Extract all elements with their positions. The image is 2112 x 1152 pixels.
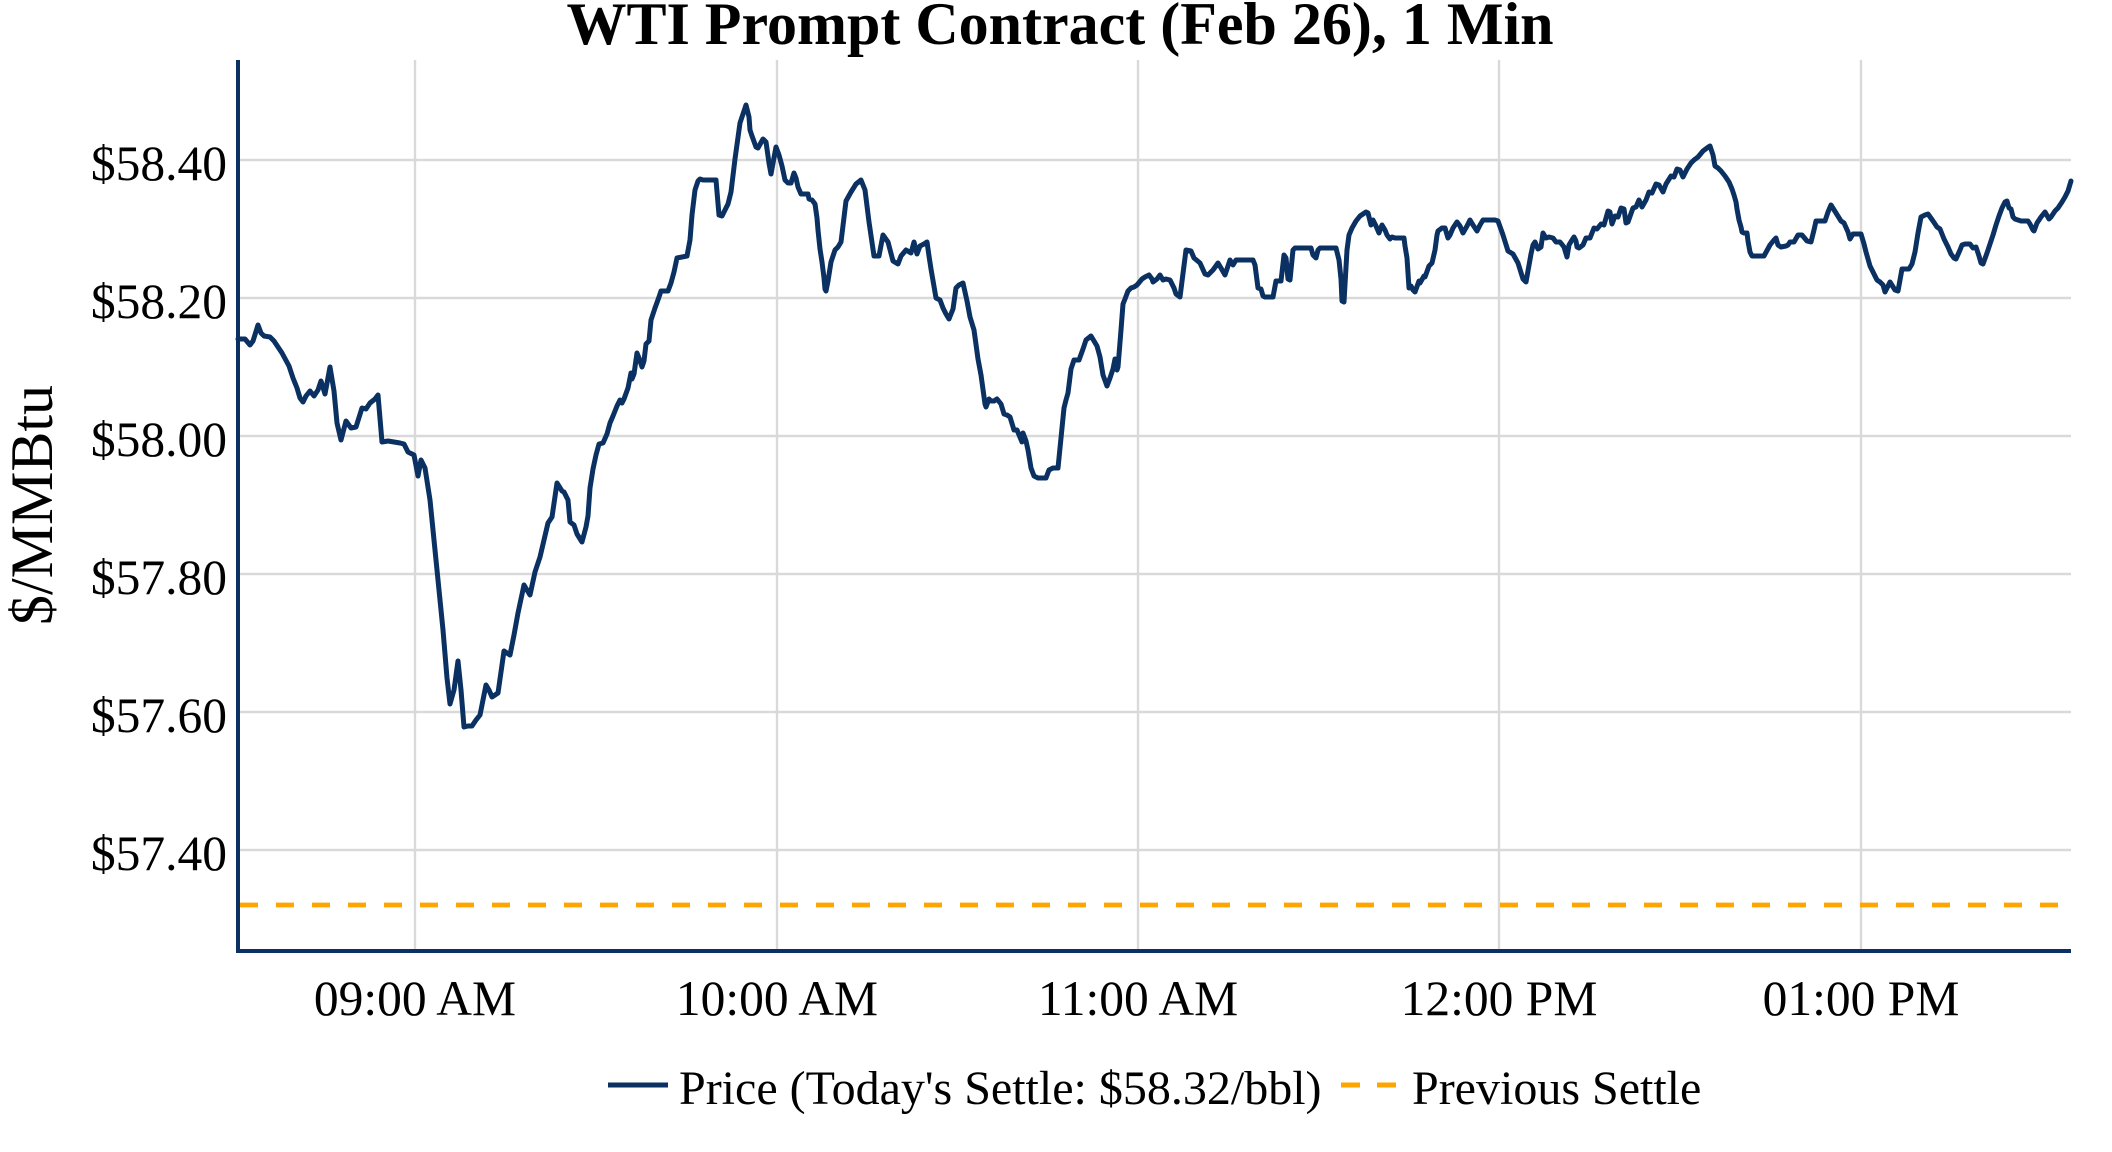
svg-text:$/MMBtu: $/MMBtu	[0, 385, 65, 625]
svg-text:$58.40: $58.40	[91, 136, 227, 191]
svg-text:$57.60: $57.60	[91, 688, 227, 743]
svg-text:Previous Settle: Previous Settle	[1412, 1062, 1701, 1115]
svg-text:01:00 PM: 01:00 PM	[1763, 971, 1960, 1026]
svg-text:$58.20: $58.20	[91, 274, 227, 329]
svg-text:11:00 AM: 11:00 AM	[1038, 971, 1238, 1026]
svg-text:09:00 AM: 09:00 AM	[314, 971, 516, 1026]
svg-text:$57.80: $57.80	[91, 550, 227, 605]
svg-text:$57.40: $57.40	[91, 826, 227, 881]
svg-text:Price (Today's Settle: $58.32/: Price (Today's Settle: $58.32/bbl)	[679, 1062, 1322, 1115]
svg-text:10:00 AM: 10:00 AM	[676, 971, 878, 1026]
svg-text:$58.00: $58.00	[91, 412, 227, 467]
svg-text:12:00 PM: 12:00 PM	[1401, 971, 1598, 1026]
svg-text:WTI Prompt Contract (Feb 26),: WTI Prompt Contract (Feb 26), 1 Min	[566, 0, 1553, 57]
